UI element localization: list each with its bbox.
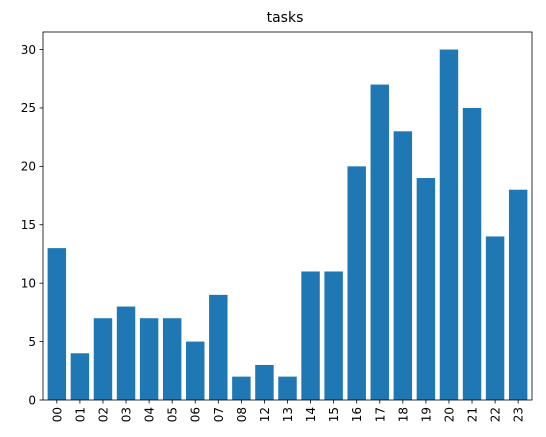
x-tick-label: 02	[96, 407, 110, 422]
x-tick-label: 07	[212, 407, 226, 422]
x-tick-label: 19	[419, 407, 433, 422]
bar-04	[139, 318, 159, 400]
bar-15	[324, 271, 343, 400]
bar-12	[255, 364, 274, 400]
x-tick-label: 18	[396, 407, 410, 422]
x-tick-label: 21	[466, 407, 480, 422]
x-tick-label: 13	[281, 407, 295, 422]
x-tick-label: 00	[50, 407, 64, 422]
bar-05	[162, 318, 182, 400]
bar-06	[186, 341, 205, 400]
x-axis: 00 01 02 03 04 05 06 07 08 12 13 14 15 16 17 18 19 20 21 22…	[50, 400, 526, 422]
x-tick-label: 06	[189, 407, 203, 422]
chart-title: tasks	[267, 10, 304, 26]
bar-13	[278, 376, 297, 400]
y-tick-label: 20	[21, 160, 36, 174]
x-tick-label: 01	[73, 407, 87, 422]
bar-21	[462, 107, 482, 400]
bar-23	[508, 189, 528, 400]
y-tick-label: 25	[21, 101, 36, 115]
x-tick-label: 23	[512, 407, 526, 422]
bar-19	[416, 178, 436, 400]
y-tick-label: 5	[28, 335, 36, 349]
x-tick-label: 05	[166, 407, 180, 422]
x-tick-label: 08	[235, 407, 249, 422]
x-tick-label: 20	[442, 407, 456, 422]
y-tick-label: 10	[21, 276, 36, 290]
bar-18	[393, 131, 413, 401]
bar-20	[439, 49, 459, 401]
bar-22	[485, 236, 505, 400]
y-axis: 0 5 10 15 20 25 30	[21, 43, 43, 407]
x-tick-label: 14	[304, 407, 318, 422]
bar-17	[370, 84, 389, 401]
bar-00	[47, 248, 67, 400]
x-tick-label: 15	[327, 407, 341, 422]
bar-03	[116, 306, 136, 400]
y-tick-label: 15	[21, 218, 36, 232]
x-tick-label: 22	[489, 407, 503, 422]
plot-frame	[42, 31, 533, 401]
y-tick-label: 30	[21, 43, 36, 57]
bar-16	[347, 166, 366, 400]
x-tick-label: 16	[350, 407, 364, 422]
bar-07	[209, 294, 228, 400]
y-tick-label: 0	[28, 393, 36, 407]
bars-group	[47, 49, 528, 401]
bar-08	[232, 376, 251, 400]
x-tick-label: 03	[120, 407, 134, 422]
bar-14	[301, 271, 320, 400]
bar-01	[70, 353, 90, 400]
x-tick-label: 12	[258, 407, 272, 422]
bar-02	[93, 318, 113, 400]
x-tick-label: 04	[143, 407, 157, 422]
x-tick-label: 17	[373, 407, 387, 422]
